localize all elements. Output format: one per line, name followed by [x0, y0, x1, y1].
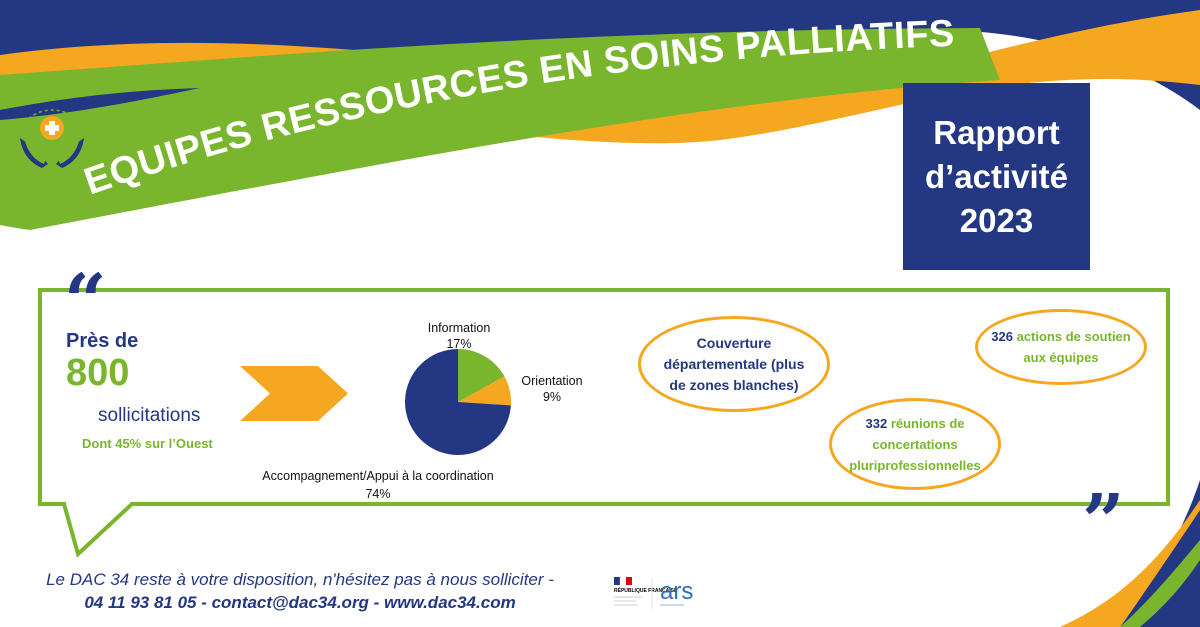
kpi-count: 800 [66, 352, 130, 394]
footer-contact-details: 04 11 93 81 05 - contact@dac34.org - www… [84, 593, 516, 612]
slice-value-orientation: 9% [543, 390, 561, 404]
actions-count: 326 [991, 329, 1013, 344]
actions-text: actions de soutien aux équipes [1016, 329, 1131, 365]
open-quote-icon: “ [64, 259, 107, 345]
report-title-line1: Rapport [933, 113, 1060, 151]
bubble-couverture: Couverture départementale (plus de zones… [638, 316, 830, 412]
pie-chart: Information 17% Orientation 9% Accompagn… [262, 321, 582, 501]
kpi-unit: sollicitations [98, 405, 201, 426]
chevron-arrow-icon [240, 366, 348, 421]
bubble-reunions: 332 réunions de concertations pluriprofe… [829, 398, 1001, 490]
pie-slices [405, 349, 511, 455]
ars-logo-text: ars [660, 578, 693, 605]
footer-contact-intro: Le DAC 34 reste à votre disposition, n'h… [46, 570, 554, 589]
page-title: EQUIPES RESSOURCES EN SOINS PALLIATIFS [79, 13, 955, 204]
slice-value-accompagnement: 74% [365, 487, 390, 501]
republique-logo-text: RÉPUBLIQUE FRANÇAISE [614, 586, 678, 594]
green-banner [0, 28, 1000, 230]
speech-tail [62, 500, 134, 558]
reunions-text: réunions de concertations pluriprofessio… [849, 415, 981, 473]
kpi-intro: Près de [66, 330, 139, 352]
pie-slice-1 [458, 376, 511, 406]
navy-wave-bottom [1120, 480, 1200, 627]
hands-care-icon [15, 109, 89, 183]
report-title-box: Rapport d’activité 2023 [903, 83, 1090, 270]
orange-wave-bottom [1060, 500, 1200, 627]
speech-frame [38, 288, 1170, 506]
kpi-detail: Dont 45% sur l’Ouest [82, 436, 213, 451]
pie-slice-0 [458, 349, 505, 402]
slice-name-orientation: Orientation [521, 374, 582, 388]
pie-slice-2 [405, 349, 511, 455]
slice-name-information: Information [428, 321, 491, 335]
svg-text:EQUIPES RESSOURCES EN SOINS PA: EQUIPES RESSOURCES EN SOINS PALLIATIFS [79, 13, 955, 204]
partner-logos: RÉPUBLIQUE FRANÇAISE ars [614, 576, 693, 609]
bubble-couverture-text: Couverture départementale (plus de zones… [663, 334, 805, 393]
slice-value-information: 17% [446, 337, 471, 351]
slice-name-accompagnement: Accompagnement/Appui à la coordination [262, 469, 493, 483]
reunions-count: 332 [865, 415, 888, 431]
bubble-actions: 326 actions de soutien aux équipes [975, 309, 1147, 385]
close-quote-icon: ” [1082, 479, 1125, 565]
report-title-line2: d’activité [924, 157, 1069, 195]
report-year: 2023 [959, 201, 1034, 239]
title-banner: EQUIPES RESSOURCES EN SOINS PALLIATIFS [79, 13, 955, 204]
navy-wave-left [0, 88, 200, 120]
